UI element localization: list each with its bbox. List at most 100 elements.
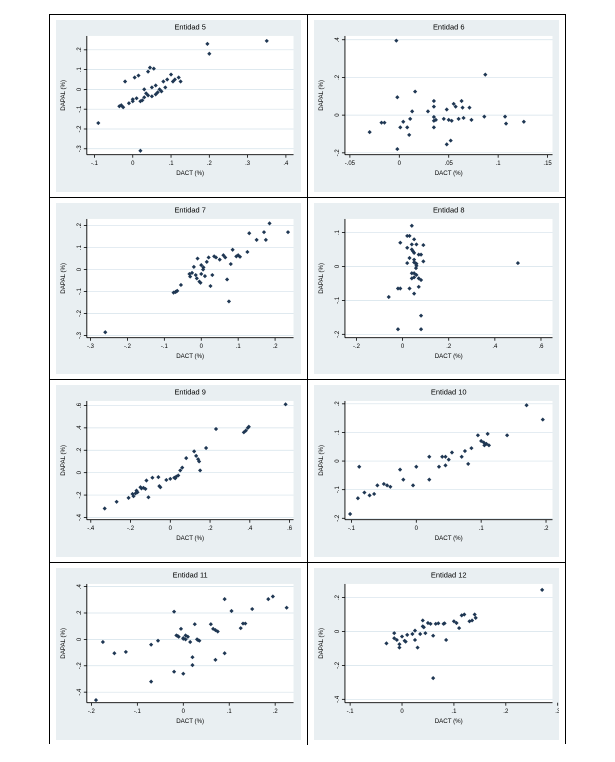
x-tick-label: -.1 [134, 709, 142, 715]
data-point [230, 247, 235, 252]
x-tick-label: .2 [543, 526, 549, 532]
data-point [135, 490, 140, 495]
stata-graph-panel: -.3 -.2 -.1 0 .1 .2 -.3 -.2 -.1 0 .1 .2 Entidad 7 DAC… [56, 202, 301, 375]
data-point [418, 313, 423, 318]
data-point [194, 454, 199, 459]
y-tick-label: .1 [334, 229, 340, 235]
data-point [503, 121, 508, 126]
y-tick-label: -.2 [77, 125, 83, 133]
data-point [515, 260, 520, 265]
data-point [418, 326, 423, 331]
y-axis-label: DAPAL (%) [317, 263, 324, 294]
data-point [399, 634, 404, 639]
data-point [217, 257, 222, 262]
y-tick-label: -.3 [77, 331, 83, 339]
data-point [155, 90, 160, 95]
data-point [201, 264, 206, 270]
x-tick-label: .1 [478, 526, 484, 532]
x-tick-label: -.1 [346, 709, 354, 715]
y-tick-label: .4 [77, 583, 83, 589]
data-point [521, 119, 526, 124]
x-tick-label: 0 [182, 709, 186, 715]
data-point [435, 621, 440, 626]
data-point [411, 250, 416, 255]
scatter-plot: -.2 -.1 0 .1 .2 -.4 -.2 0 .2 .4 Entidad 11 DACT (%)… [60, 570, 294, 725]
data-point [240, 621, 246, 626]
y-axis-label: DAPAL (%) [60, 80, 67, 111]
chart-title: Entidad 12 [430, 570, 466, 579]
x-axis-label: DACT (%) [176, 535, 204, 542]
y-axis-label: DAPAL (%) [60, 445, 67, 476]
data-point [409, 109, 414, 114]
data-point [411, 291, 416, 296]
scatter-plot: -.1 0 .1 .2 .3 .4 -.3 -.2 -.1 0 .1 .2 Entidad 5 DACT … [60, 22, 294, 177]
x-tick-label: .2 [273, 709, 279, 715]
x-tick-label: .4 [283, 161, 289, 167]
y-tick-label: .2 [334, 594, 340, 600]
data-point [145, 69, 151, 74]
data-point [140, 98, 145, 103]
data-point [406, 286, 412, 291]
data-point [134, 96, 139, 101]
y-tick-label: .6 [77, 403, 83, 409]
y-tick-label: .1 [334, 430, 340, 436]
x-tick-label: 0 [169, 526, 173, 532]
data-point [409, 223, 414, 228]
stata-graph-panel: -.05 0 .05 .1 .15 -.2 0 .2 .4 Entidad 6 DACT (%) DA… [313, 20, 559, 192]
data-point [228, 261, 233, 266]
data-point [283, 402, 288, 407]
x-axis-label: DACT (%) [176, 170, 204, 177]
y-tick-label: -.1 [334, 486, 340, 494]
chart-title: Entidad 8 [432, 205, 464, 214]
data-point [374, 483, 379, 488]
data-point [168, 477, 173, 482]
x-axis-label: DACT (%) [434, 353, 462, 360]
data-point [418, 252, 423, 257]
data-point [168, 72, 174, 77]
data-point [136, 73, 141, 78]
y-tick-label: -.2 [77, 662, 83, 670]
plot-area [344, 35, 553, 155]
data-point [426, 477, 431, 483]
y-tick-label: .2 [77, 610, 83, 616]
y-tick-label: .2 [77, 222, 83, 228]
data-point [133, 491, 138, 496]
data-point [247, 230, 252, 235]
stata-graph-panel: -.4 -.2 0 .2 .4 .6 -.4 -.2 0 .2 .4 .6 Entidad 9 DACT … [56, 385, 301, 557]
data-point [366, 493, 372, 498]
data-point [192, 622, 197, 627]
chart-cell-2: -.05 0 .05 .1 .15 -.2 0 .2 .4 Entidad 6 DACT (%) DA… [307, 15, 565, 198]
data-point [264, 38, 269, 44]
x-tick-label: 0 [131, 161, 135, 167]
x-tick-label: 0 [397, 161, 401, 167]
data-point [411, 236, 416, 242]
x-axis-label: DACT (%) [434, 170, 462, 177]
y-tick-label: 0 [77, 87, 83, 91]
data-point [261, 229, 267, 234]
data-point [384, 483, 389, 488]
x-tick-label: .2 [208, 526, 214, 532]
data-point [131, 494, 136, 499]
data-point [119, 103, 124, 108]
x-tick-label: .6 [538, 344, 544, 350]
x-axis-label: DACT (%) [176, 353, 204, 360]
data-point [425, 109, 430, 114]
data-point [130, 492, 135, 497]
data-point [410, 483, 415, 488]
x-tick-label: .3 [555, 709, 559, 715]
x-tick-label: .05 [444, 161, 453, 167]
data-point [468, 446, 474, 451]
y-tick-label: .2 [334, 401, 340, 407]
x-tick-label: .1 [451, 709, 457, 715]
data-point [284, 605, 289, 610]
data-point [411, 274, 416, 280]
data-point [149, 85, 154, 90]
chart-title: Entidad 6 [432, 22, 464, 31]
scatter-plot: -.1 0 .1 .2 .3 -.4 -.2 0 .2 Entidad 12 DACT (%) DAP… [317, 570, 559, 725]
data-point [409, 631, 414, 637]
y-tick-label: .4 [77, 425, 83, 431]
data-point [172, 609, 177, 614]
x-tick-label: -.2 [124, 344, 132, 350]
chart-cell-7: -.2 -.1 0 .1 .2 -.4 -.2 0 .2 .4 Entidad 11 DACT (%)… [50, 562, 308, 745]
scatter-plot: -.3 -.2 -.1 0 .1 .2 -.3 -.2 -.1 0 .1 .2 Entidad 7 DAC… [60, 205, 294, 360]
